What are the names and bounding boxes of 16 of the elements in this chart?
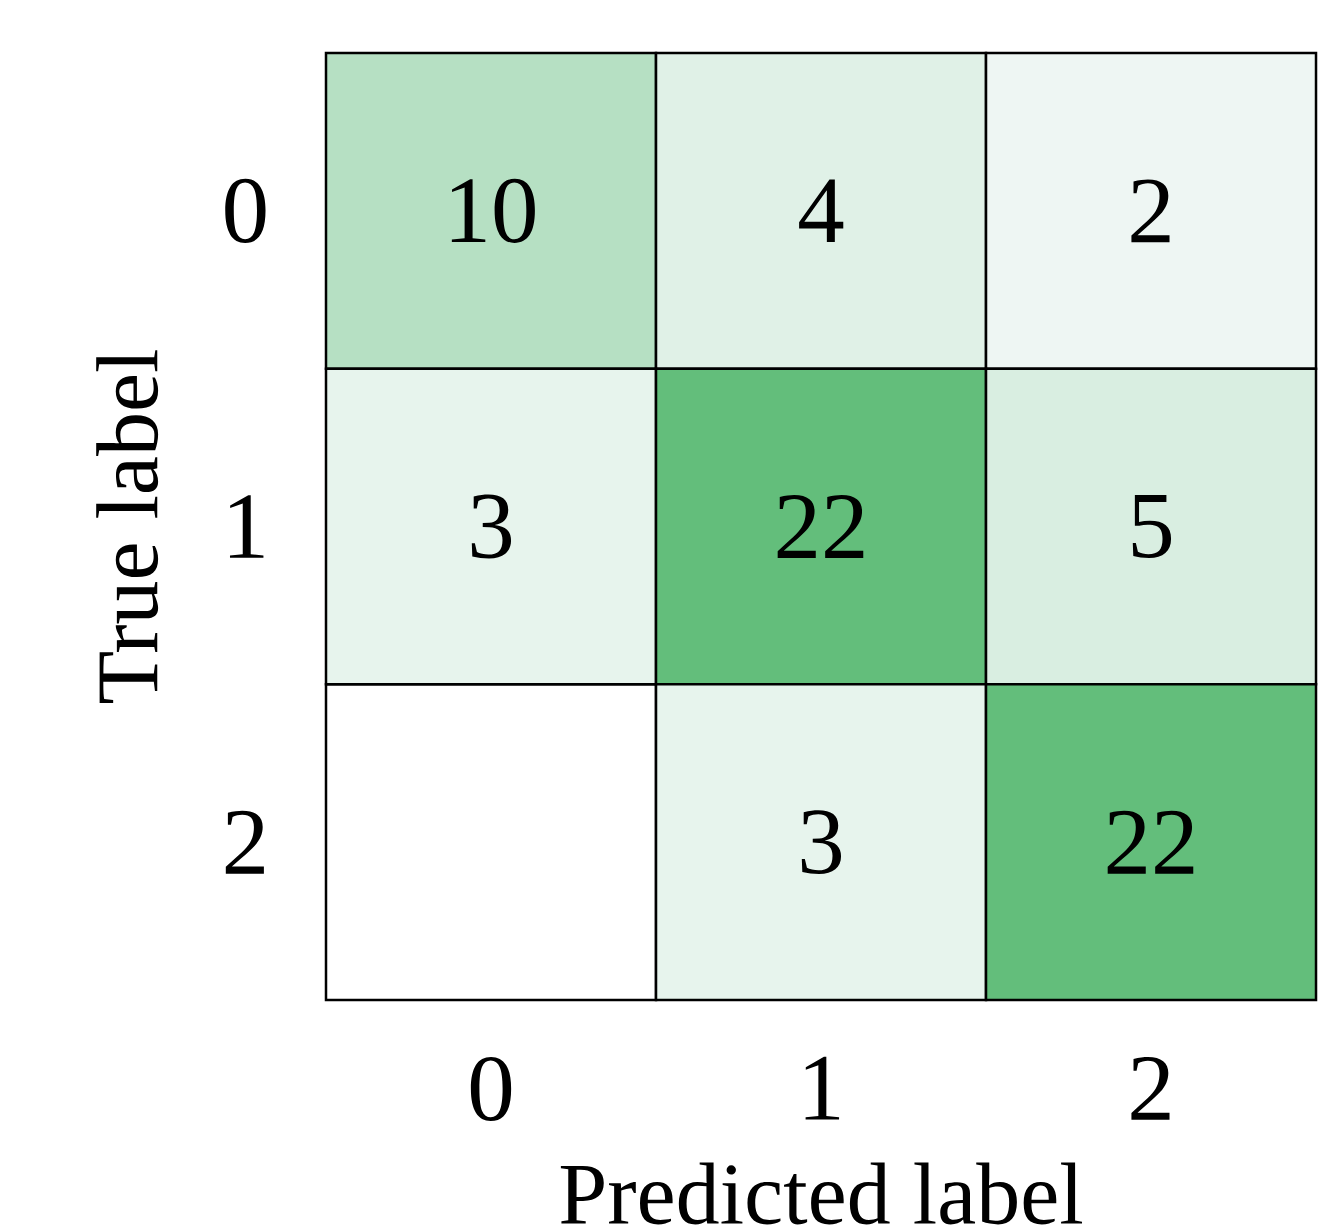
y-tick-label: 0 [225,178,266,243]
x-tick-label: 0 [470,1056,512,1121]
data-label: 22 [777,495,864,558]
x-tick-label: 2 [1131,1056,1170,1120]
data-label: 5 [1132,494,1172,559]
x-tick-label: 1 [805,1056,840,1120]
data-label: 3 [471,494,512,559]
y-tick-label: 1 [229,495,264,558]
data-label: 4 [799,179,844,243]
y-tick-label: 2 [225,810,264,874]
data-label: 22 [1107,810,1194,874]
data-label: 10 [451,178,535,243]
y-axis-title: True label [96,350,159,703]
data-label: 2 [1131,179,1170,243]
data-label: 3 [801,810,842,875]
x-axis-title: Predicted label [560,1162,1083,1225]
